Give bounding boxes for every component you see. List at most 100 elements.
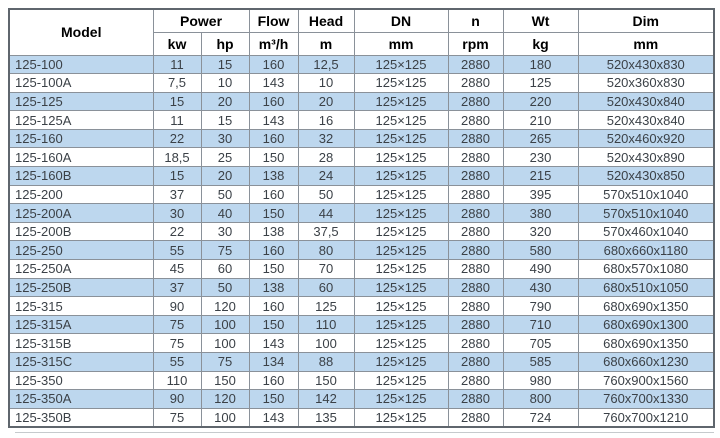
- cell-model: 125-160B: [8, 166, 154, 186]
- cell-n: 2880: [447, 314, 504, 335]
- cell-power-kw: 18,5: [152, 147, 202, 168]
- cell-dn: 125×125: [353, 352, 449, 372]
- cell-power-kw: 90: [152, 296, 202, 316]
- cell-power-kw: 30: [152, 203, 202, 223]
- cell-flow: 160: [248, 240, 299, 261]
- cell-flow: 143: [248, 110, 299, 130]
- table-row: 125-160B 15 20 138 24 125×125 2880 215 520x430x8…: [8, 166, 715, 186]
- cell-flow: 134: [248, 352, 299, 372]
- cell-n: 2880: [447, 110, 504, 130]
- cell-model: 125-200: [8, 184, 154, 205]
- cell-dim: 760x700x1210: [577, 407, 715, 428]
- cell-dim: 520x360x830: [577, 73, 715, 93]
- cell-power-kw: 45: [152, 259, 202, 279]
- unit-dim: mm: [577, 31, 715, 56]
- cell-power-hp: 15: [200, 110, 250, 130]
- cell-flow: 150: [248, 203, 299, 223]
- cell-n: 2880: [447, 370, 504, 391]
- cell-power-kw: 15: [152, 166, 202, 186]
- cell-power-hp: 100: [200, 333, 250, 353]
- table-row: 125-315A 75 100 150 110 125×125 2880 710 680x690…: [8, 314, 715, 335]
- cell-n: 2880: [447, 333, 504, 353]
- cell-dim: 570x460x1040: [577, 221, 715, 242]
- cell-n: 2880: [447, 221, 504, 242]
- cell-model: 125-100: [8, 54, 154, 75]
- unit-kw: kw: [152, 31, 202, 56]
- cell-head: 20: [297, 91, 355, 112]
- cell-power-kw: 55: [152, 240, 202, 261]
- unit-n: rpm: [447, 31, 504, 56]
- cell-wt: 395: [502, 184, 579, 205]
- cell-dim: 680x690x1350: [577, 333, 715, 353]
- cell-dim: 760x900x1560: [577, 370, 715, 391]
- cell-head: 125: [297, 296, 355, 316]
- cell-model: 125-250: [8, 240, 154, 261]
- cell-dn: 125×125: [353, 259, 449, 279]
- cell-wt: 210: [502, 110, 579, 130]
- cell-power-hp: 100: [200, 314, 250, 335]
- cell-dn: 125×125: [353, 333, 449, 353]
- cell-dim: 680x660x1230: [577, 352, 715, 372]
- cell-head: 80: [297, 240, 355, 261]
- cell-flow: 143: [248, 333, 299, 353]
- cell-wt: 710: [502, 314, 579, 335]
- cell-power-hp: 120: [200, 296, 250, 316]
- cell-dim: 570x510x1040: [577, 184, 715, 205]
- cell-model: 125-250A: [8, 259, 154, 279]
- cell-dim: 680x690x1350: [577, 296, 715, 316]
- header-power: Power: [152, 8, 250, 33]
- cell-dim: 570x510x1040: [577, 203, 715, 223]
- cell-power-kw: 75: [152, 333, 202, 353]
- table-row: 125-100A 7,5 10 143 10 125×125 2880 125 520x360x…: [8, 73, 715, 93]
- cell-n: 2880: [447, 54, 504, 75]
- cell-n: 2880: [447, 389, 504, 409]
- cell-power-kw: 11: [152, 54, 202, 75]
- cell-head: 32: [297, 128, 355, 149]
- cell-power-kw: 7,5: [152, 73, 202, 93]
- cell-flow: 160: [248, 370, 299, 391]
- cell-wt: 220: [502, 91, 579, 112]
- header-dn: DN: [353, 8, 449, 33]
- cell-flow: 160: [248, 184, 299, 205]
- cell-model: 125-100A: [8, 73, 154, 93]
- cell-flow: 138: [248, 166, 299, 186]
- table-row: 125-250A 45 60 150 70 125×125 2880 490 680x570x1…: [8, 259, 715, 279]
- table-row: 125-125 15 20 160 20 125×125 2880 220 520x430x84…: [8, 91, 715, 112]
- table-row: 125-160 22 30 160 32 125×125 2880 265 520x460x92…: [8, 128, 715, 149]
- cell-head: 135: [297, 407, 355, 428]
- cell-dn: 125×125: [353, 184, 449, 205]
- cell-dn: 125×125: [353, 221, 449, 242]
- cell-dn: 125×125: [353, 166, 449, 186]
- cell-power-hp: 40: [200, 203, 250, 223]
- cell-power-hp: 30: [200, 128, 250, 149]
- cell-head: 88: [297, 352, 355, 372]
- cell-power-hp: 10: [200, 73, 250, 93]
- cell-flow: 150: [248, 259, 299, 279]
- cell-head: 16: [297, 110, 355, 130]
- cell-n: 2880: [447, 203, 504, 223]
- cell-dim: 520x430x850: [577, 166, 715, 186]
- cell-head: 37,5: [297, 221, 355, 242]
- cell-wt: 380: [502, 203, 579, 223]
- table-row: 125-315C 55 75 134 88 125×125 2880 585 680x660x1…: [8, 352, 715, 372]
- cell-power-kw: 55: [152, 352, 202, 372]
- cell-dn: 125×125: [353, 110, 449, 130]
- unit-wt: kg: [502, 31, 579, 56]
- cell-dn: 125×125: [353, 240, 449, 261]
- cell-head: 24: [297, 166, 355, 186]
- cell-flow: 160: [248, 54, 299, 75]
- cell-n: 2880: [447, 147, 504, 168]
- cell-n: 2880: [447, 407, 504, 428]
- cell-dn: 125×125: [353, 370, 449, 391]
- cell-power-kw: 75: [152, 407, 202, 428]
- cell-wt: 180: [502, 54, 579, 75]
- cell-head: 100: [297, 333, 355, 353]
- header-n: n: [447, 8, 504, 33]
- cell-flow: 143: [248, 407, 299, 428]
- cell-flow: 150: [248, 389, 299, 409]
- cell-model: 125-350A: [8, 389, 154, 409]
- cell-flow: 160: [248, 296, 299, 316]
- cell-wt: 580: [502, 240, 579, 261]
- unit-flow: m³/h: [248, 31, 299, 56]
